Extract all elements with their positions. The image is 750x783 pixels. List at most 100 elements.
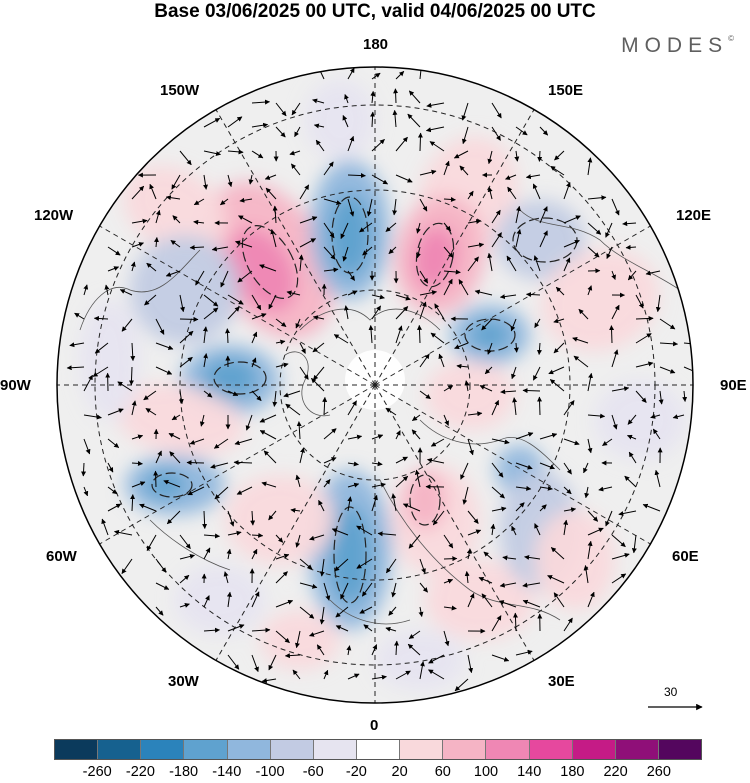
wind-arrow: [534, 318, 541, 329]
colorbar-tick-label: -140: [212, 764, 242, 780]
wind-arrow: [515, 502, 525, 512]
wind-arrow: [193, 198, 205, 206]
colorbar-swatch: [400, 740, 444, 759]
wind-arrow: [107, 486, 118, 495]
wind-arrow: [539, 485, 553, 491]
wind-arrow: [193, 219, 205, 225]
wind-arrow: [587, 527, 604, 536]
wind-arrow: [203, 627, 220, 633]
wind-arrow: [645, 270, 661, 276]
wind-arrow: [172, 215, 181, 224]
wind-arrow: [563, 438, 580, 446]
wind-arrow: [533, 255, 541, 272]
wind-arrow: [333, 334, 349, 344]
wind-arrow: [395, 430, 401, 440]
colorbar: [54, 739, 702, 760]
wind-arrow: [635, 361, 654, 368]
wind-arrow: [199, 414, 205, 427]
anomaly-shade: [225, 475, 335, 565]
wind-arrow: [548, 366, 565, 375]
wind-arrow: [179, 602, 190, 608]
wind-arrow: [425, 126, 445, 133]
wind-arrow: [522, 599, 541, 608]
wind-arrow: [239, 197, 253, 203]
wind-arrow: [179, 534, 191, 549]
wind-arrow: [131, 481, 146, 488]
wind-arrow: [323, 246, 336, 260]
wind-arrow: [395, 174, 413, 183]
wind-arrow: [334, 558, 349, 572]
wind-arrow: [363, 624, 373, 632]
wind-arrow: [563, 257, 571, 272]
wind-arrow: [635, 294, 644, 309]
wind-arrow: [510, 318, 517, 332]
wind-arrow: [107, 503, 122, 512]
wind-arrow: [443, 556, 458, 562]
wind-arrow: [611, 573, 627, 584]
wind-arrow: [359, 606, 373, 614]
wind-arrow: [272, 390, 278, 407]
wind-arrow: [107, 438, 120, 448]
wind-arrow: [251, 591, 260, 608]
wind-arrow: [344, 94, 349, 104]
wind-arrow: [347, 67, 355, 80]
wind-arrow: [119, 289, 133, 296]
wind-arrow: [631, 534, 637, 554]
wind-arrow: [203, 533, 220, 539]
colorbar-swatch: [313, 740, 357, 759]
wind-arrow: [416, 324, 422, 344]
wind-arrow: [371, 482, 386, 488]
wind-arrow: [659, 341, 679, 347]
wind-arrow: [213, 438, 229, 449]
wind-arrow: [553, 318, 565, 324]
wind-arrow: [361, 582, 373, 597]
wind-arrow: [611, 414, 618, 430]
wind-arrow: [491, 654, 510, 662]
wind-arrow: [525, 174, 541, 180]
wind-arrow: [226, 548, 232, 560]
wind-arrow: [294, 126, 301, 138]
wind-arrow: [362, 246, 373, 256]
wind-arrow: [371, 174, 389, 185]
wind-arrow: [419, 582, 428, 593]
wind-arrow: [295, 318, 301, 329]
coastline: [419, 419, 561, 471]
wind-arrow: [407, 643, 421, 656]
wind-arrow: [248, 174, 254, 185]
wind-arrow: [499, 294, 517, 300]
map-boundary: [56, 66, 694, 704]
wind-arrow: [411, 429, 421, 440]
wind-arrow: [635, 333, 652, 344]
anomaly-shade: [425, 360, 515, 430]
wind-arrow: [554, 150, 565, 161]
colorbar-tick-label: 220: [603, 764, 628, 780]
wind-arrow: [539, 504, 547, 512]
lon-label-150w: 150W: [160, 82, 200, 99]
wind-arrow: [563, 400, 575, 416]
wind-arrow: [515, 432, 534, 440]
anomaly-shade: [541, 248, 659, 352]
meridian-line: [99, 225, 376, 386]
wind-arrow: [318, 499, 325, 512]
wind-arrow: [411, 414, 421, 422]
contour-line: [415, 222, 455, 288]
wind-arrow: [499, 582, 517, 588]
wind-arrow: [347, 482, 360, 488]
wind-arrow: [385, 558, 397, 574]
wind-arrow: [443, 160, 450, 176]
wind-arrow: [203, 353, 209, 368]
map-title: Base 03/06/2025 00 UTC, valid 04/06/2025…: [154, 1, 596, 22]
wind-arrow: [285, 403, 301, 416]
wind-arrow: [289, 150, 301, 156]
wind-arrow: [587, 157, 593, 176]
anomaly-shade: [80, 300, 140, 420]
wind-arrow: [658, 390, 664, 405]
wind-arrow: [515, 649, 533, 656]
wind-arrow: [250, 510, 256, 526]
wind-arrow: [395, 475, 409, 488]
wind-arrow: [377, 531, 397, 537]
wind-arrow: [245, 414, 253, 431]
wind-arrow: [195, 270, 205, 286]
wind-arrow: [131, 242, 144, 248]
anomaly-shade: [412, 226, 458, 290]
